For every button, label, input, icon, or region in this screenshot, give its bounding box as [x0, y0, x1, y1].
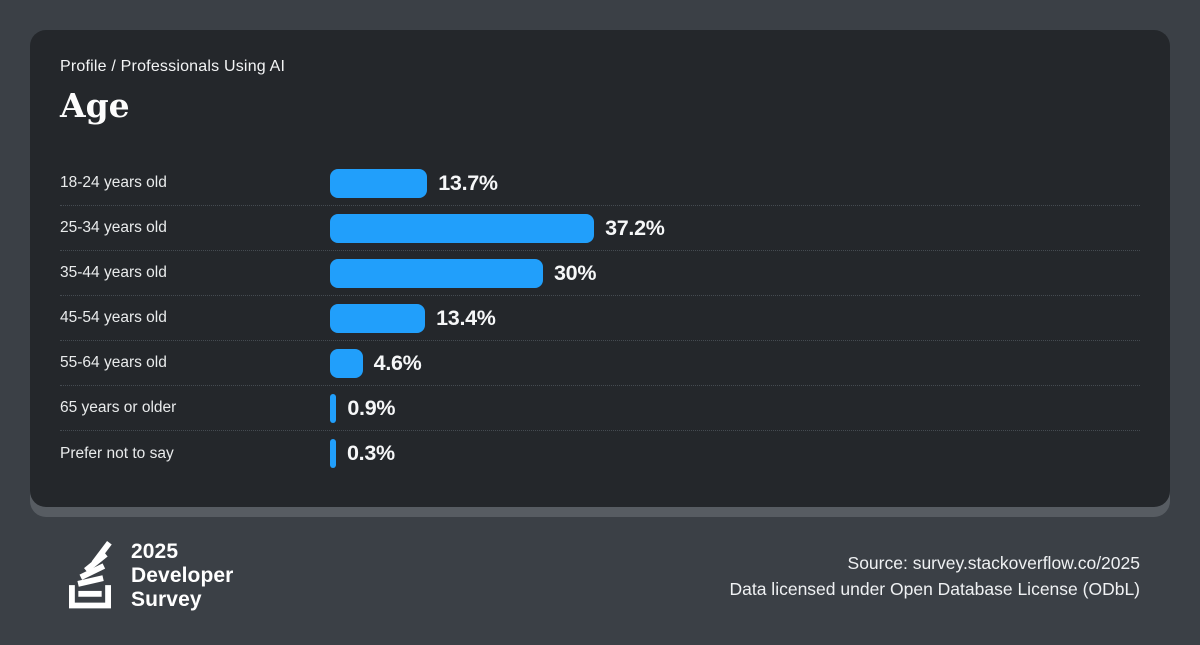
category-label: 55-64 years old — [60, 354, 167, 371]
bar — [330, 213, 595, 243]
chart-row: 18-24 years old 13.7% — [60, 161, 1140, 206]
survey-logo-year: 2025 — [131, 540, 179, 563]
bar-area: 13.7% — [330, 168, 1140, 198]
bar — [330, 168, 428, 198]
bar — [330, 439, 336, 468]
survey-logo-line3: Survey — [131, 588, 202, 611]
bar-area: 0.3% — [330, 439, 1140, 468]
category-label: 18-24 years old — [60, 174, 167, 191]
bar-area: 4.6% — [330, 348, 1140, 378]
category-label: 45-54 years old — [60, 309, 167, 326]
chart-card: Profile / Professionals Using AI Age 18-… — [30, 30, 1170, 507]
license-line: Data licensed under Open Database Licens… — [729, 579, 1140, 599]
source-attribution: Source: survey.stackoverflow.co/2025 Dat… — [729, 550, 1140, 602]
bar-area: 0.9% — [330, 393, 1140, 423]
category-label: 25-34 years old — [60, 219, 167, 236]
footer: 2025 Developer Survey Source: survey.sta… — [62, 534, 1140, 618]
chart-title: Age — [60, 86, 130, 125]
chart-row: 45-54 years old 13.4% — [60, 296, 1140, 341]
bar — [330, 348, 363, 378]
value-label: 30% — [554, 260, 597, 285]
value-label: 13.7% — [438, 170, 498, 195]
category-label: Prefer not to say — [60, 444, 174, 462]
survey-logo-text: 2025 Developer Survey — [131, 540, 233, 612]
chart-row: Prefer not to say 0.3% — [60, 431, 1140, 476]
bar-area: 37.2% — [330, 213, 1140, 243]
source-line: Source: survey.stackoverflow.co/2025 — [847, 553, 1140, 573]
chart-row: 65 years or older 0.9% — [60, 386, 1140, 431]
value-label: 37.2% — [605, 215, 665, 240]
bar-area: 13.4% — [330, 303, 1140, 333]
value-label: 0.9% — [347, 395, 396, 420]
survey-logo: 2025 Developer Survey — [62, 538, 233, 615]
breadcrumb: Profile / Professionals Using AI — [60, 58, 286, 75]
stackoverflow-logo-icon — [62, 538, 118, 615]
bar — [330, 393, 337, 423]
bar-area: 30% — [330, 258, 1140, 288]
chart-row: 55-64 years old 4.6% — [60, 341, 1140, 386]
value-label: 13.4% — [436, 305, 496, 330]
value-label: 4.6% — [373, 350, 422, 375]
value-label: 0.3% — [347, 441, 395, 465]
category-label: 35-44 years old — [60, 264, 167, 281]
category-label: 65 years or older — [60, 399, 177, 416]
bar-chart: 18-24 years old 13.7% 25-34 years old 37… — [60, 161, 1140, 476]
bar — [330, 303, 426, 333]
chart-row: 25-34 years old 37.2% — [60, 206, 1140, 251]
bar — [330, 258, 543, 288]
survey-logo-line2: Developer — [131, 564, 234, 587]
chart-row: 35-44 years old 30% — [60, 251, 1140, 296]
